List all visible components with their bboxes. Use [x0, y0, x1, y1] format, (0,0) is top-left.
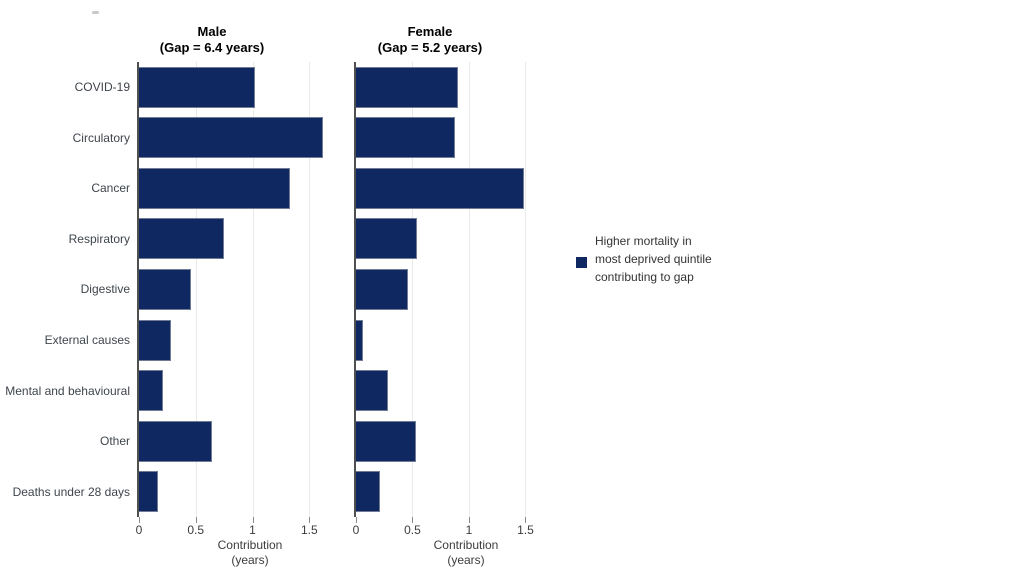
female-title: Female — [407, 24, 453, 39]
male-x-axis-label-line2: (years) — [231, 553, 269, 567]
x-tick-label-male-1-5: 1.5 — [300, 523, 318, 537]
bar-female-circulatory — [356, 117, 456, 159]
gridline-female-1 — [468, 62, 470, 517]
bar-female-deaths-under-28-days — [356, 471, 380, 513]
male-plot-area: 0 0.5 1 1.5 — [136, 62, 332, 537]
bar-male-digestive — [139, 269, 192, 311]
bar-male-circulatory — [139, 117, 323, 159]
bar-female-covid-19 — [356, 66, 458, 108]
category-label-covid-19: COVID-19 — [74, 80, 130, 95]
male-x-axis-label: Contribution (years) — [150, 538, 350, 568]
x-tick-label-male-0-5: 0.5 — [187, 523, 205, 537]
x-tick-label-female-0-5: 0.5 — [404, 523, 421, 537]
category-label-mental-and-behavioural: Mental and behavioural — [5, 383, 130, 398]
female-plot-area: 0 0.5 1 1.5 — [353, 62, 548, 537]
x-tick-female-1-5 — [525, 517, 527, 523]
female-x-axis-label-line2: (years) — [447, 553, 485, 567]
male-panel-title: Male (Gap = 6.4 years) — [112, 24, 312, 56]
x-tick-label-male-1: 1 — [249, 523, 256, 537]
x-tick-male-0 — [139, 517, 140, 523]
x-tick-label-female-1-5: 1.5 — [517, 523, 534, 537]
bar-male-other — [139, 420, 212, 462]
category-label-deaths-under-28-days: Deaths under 28 days — [12, 484, 130, 499]
x-tick-male-1 — [252, 517, 254, 523]
bar-male-respiratory — [139, 218, 225, 260]
male-gap-subtitle: (Gap = 6.4 years) — [159, 40, 265, 55]
x-tick-label-female-0: 0 — [352, 523, 360, 537]
gridline-male-0-5 — [195, 62, 197, 517]
bar-female-external-causes — [356, 319, 363, 361]
x-tick-label-female-1: 1 — [465, 523, 473, 537]
x-tick-female-0 — [356, 517, 357, 523]
female-gap-subtitle: (Gap = 5.2 years) — [377, 40, 483, 55]
bar-male-covid-19 — [139, 66, 255, 108]
bar-female-mental-and-behavioural — [356, 370, 388, 412]
legend-label: Higher mortality in most deprived quinti… — [595, 232, 712, 286]
gridline-male-1 — [252, 62, 254, 517]
bar-male-mental-and-behavioural — [139, 370, 163, 412]
x-tick-male-1-5 — [309, 517, 311, 523]
legend-label-line1: Higher mortality in — [595, 234, 692, 248]
male-title: Male — [197, 24, 227, 39]
category-label-cancer: Cancer — [91, 181, 130, 196]
legend: Higher mortality in most deprived quinti… — [576, 232, 712, 286]
bar-female-respiratory — [356, 218, 417, 260]
bar-male-external-causes — [139, 319, 171, 361]
legend-label-line2: most deprived quintile — [595, 252, 712, 266]
gridline-female-0-5 — [412, 62, 414, 517]
bar-male-cancer — [139, 167, 290, 209]
artifact-dot — [92, 11, 99, 14]
female-x-axis-label: Contribution (years) — [366, 538, 566, 568]
bar-male-deaths-under-28-days — [139, 471, 159, 513]
x-tick-female-1 — [468, 517, 470, 523]
category-label-other: Other — [99, 434, 130, 449]
x-tick-female-0-5 — [412, 517, 414, 523]
x-tick-label-male-0: 0 — [135, 523, 143, 537]
gridline-male-1-5 — [309, 62, 311, 517]
x-tick-male-0-5 — [195, 517, 197, 523]
legend-swatch-icon — [576, 257, 587, 268]
bar-female-digestive — [356, 269, 408, 311]
category-labels: COVID-19 Circulatory Cancer Respiratory Dige… — [0, 62, 133, 517]
category-label-respiratory: Respiratory — [68, 231, 130, 246]
legend-label-line3: contributing to gap — [595, 270, 694, 284]
male-x-axis-label-line1: Contribution — [217, 538, 283, 552]
category-label-external-causes: External causes — [44, 333, 130, 348]
bar-female-cancer — [356, 167, 525, 209]
bar-female-other — [356, 420, 416, 462]
category-label-circulatory: Circulatory — [72, 130, 130, 145]
category-label-digestive: Digestive — [80, 282, 130, 297]
gridline-female-1-5 — [525, 62, 527, 517]
female-panel-title: Female (Gap = 5.2 years) — [330, 24, 530, 56]
female-x-axis-label-line1: Contribution — [433, 538, 499, 552]
